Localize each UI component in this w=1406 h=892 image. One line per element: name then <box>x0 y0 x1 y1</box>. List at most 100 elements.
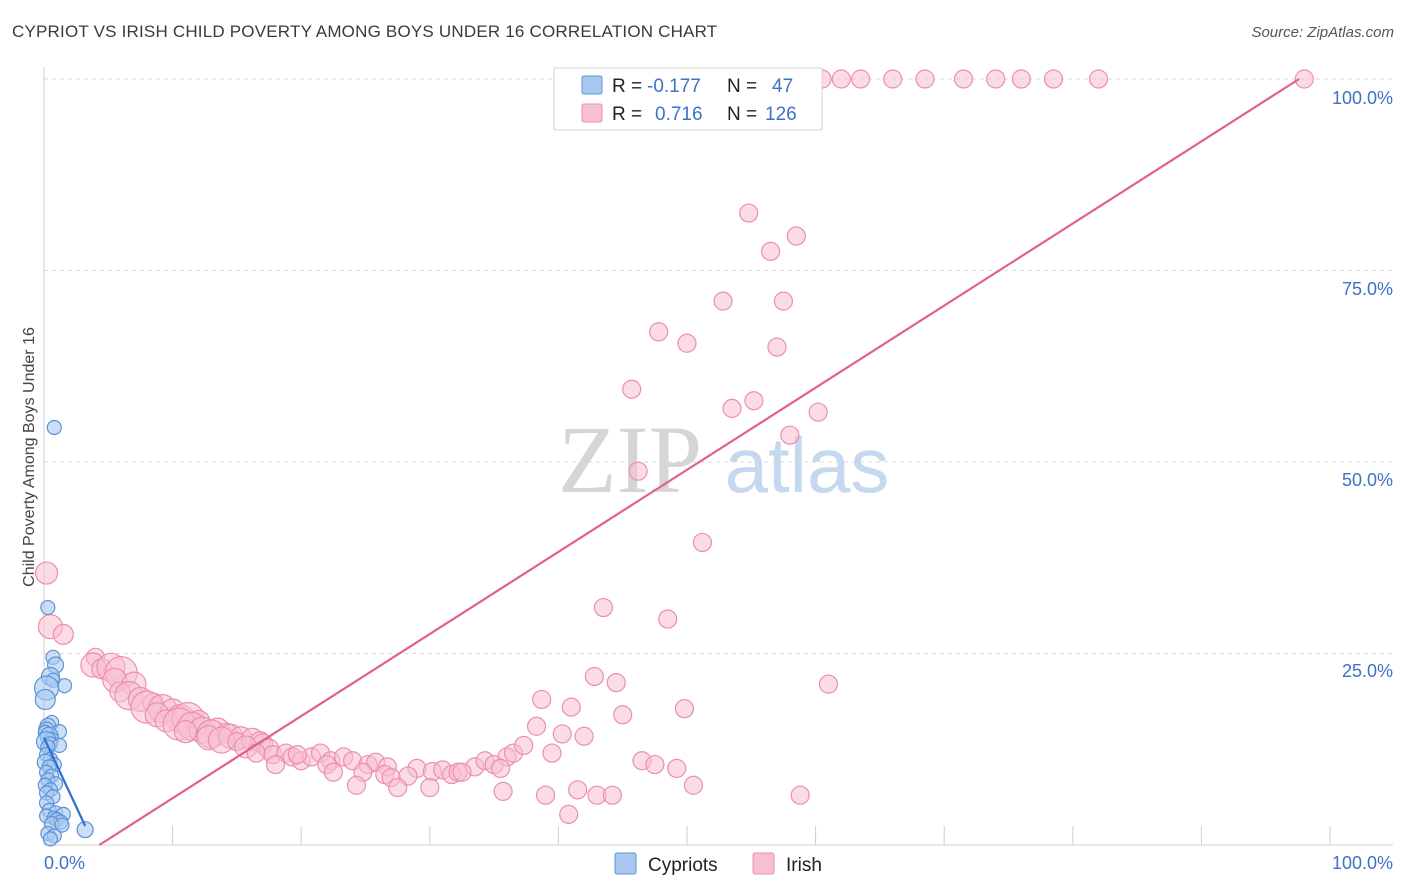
legend-label-irish: Irish <box>786 855 822 876</box>
irish-point <box>767 337 787 357</box>
irish-point <box>986 69 1006 89</box>
irish-point <box>818 674 839 694</box>
irish-point <box>851 69 871 89</box>
irish-point <box>667 758 687 779</box>
irish-point <box>831 69 851 89</box>
stats-swatch-cypriots <box>581 75 603 95</box>
irish-point <box>514 735 534 756</box>
source-credit: Source: ZipAtlas.com <box>1251 24 1394 41</box>
irish-point <box>1088 69 1109 89</box>
irish-point <box>574 726 594 746</box>
irish-point <box>1294 69 1314 89</box>
irish-point <box>790 785 810 805</box>
irish-trend-line <box>98 78 1300 846</box>
irish-point <box>780 425 800 445</box>
irish-point <box>568 780 588 800</box>
irish-point <box>346 775 367 795</box>
irish-point <box>683 775 704 795</box>
stats-r-value-irish: 0.716 <box>655 104 703 125</box>
irish-point <box>323 762 343 782</box>
legend-label-cypriots: Cypriots <box>648 855 718 876</box>
legend-swatch-irish <box>752 852 775 875</box>
y-tick-label-50: 50.0% <box>1342 470 1393 490</box>
irish-point <box>552 724 572 744</box>
y-tick-label-75: 75.0% <box>1342 279 1393 299</box>
irish-point <box>561 697 581 717</box>
stats-swatch-irish <box>581 103 603 123</box>
trend-lines <box>43 78 1300 846</box>
stats-r-label-irish: R = <box>612 104 642 125</box>
stats-legend: R = -0.177 N = 47 R = 0.716 N = 126 <box>553 67 823 131</box>
cypriot-point <box>46 419 62 436</box>
irish-point <box>265 754 286 775</box>
irish-point <box>883 69 903 89</box>
irish-point <box>52 623 74 645</box>
y-tick-label-25: 25.0% <box>1342 661 1393 681</box>
irish-point <box>645 754 665 775</box>
irish-point <box>808 402 828 422</box>
irish-point <box>744 391 764 411</box>
irish-point <box>739 203 759 223</box>
cypriot-point <box>76 821 94 839</box>
irish-point <box>953 69 974 89</box>
irish-point <box>493 781 513 801</box>
irish-point <box>173 720 198 744</box>
irish-point <box>760 241 781 261</box>
irish-point <box>490 758 511 779</box>
irish-point <box>526 716 547 736</box>
series-legend: Cypriots Irish <box>614 852 822 876</box>
cypriot-point <box>34 688 56 711</box>
irish-point <box>658 609 678 629</box>
stats-r-label-cypriots: R = <box>612 76 642 97</box>
cypriot-point <box>42 831 59 847</box>
irish-point <box>722 398 742 418</box>
legend-swatch-cypriots <box>614 852 637 875</box>
irish-point <box>584 666 605 687</box>
irish-point <box>677 333 697 353</box>
x-tick-label-100: 100.0% <box>1332 853 1393 873</box>
gridlines <box>44 78 1393 654</box>
irish-point <box>287 745 307 765</box>
irish-point <box>532 689 552 710</box>
irish-point <box>613 705 633 725</box>
irish-point <box>602 785 623 805</box>
irish-point <box>1011 69 1031 89</box>
y-axis-label: Child Poverty Among Boys Under 16 <box>21 327 38 587</box>
axes <box>43 67 1393 846</box>
irish-point <box>773 291 794 311</box>
irish-point <box>649 322 669 342</box>
irish-point <box>535 785 556 805</box>
irish-point <box>559 804 579 824</box>
irish-point <box>34 561 59 585</box>
irish-point <box>1043 69 1064 89</box>
irish-point <box>628 461 648 481</box>
x-tick-label-0: 0.0% <box>44 853 85 873</box>
irish-point <box>786 226 806 246</box>
y-tick-label-100: 100.0% <box>1332 88 1393 108</box>
irish-point <box>388 777 408 798</box>
stats-r-value-cypriots: -0.177 <box>647 76 701 97</box>
cypriot-point <box>54 817 70 833</box>
cypriot-point <box>40 599 56 616</box>
stats-n-label-irish: N = <box>727 104 757 125</box>
irish-point <box>674 699 695 719</box>
irish-point <box>692 532 713 553</box>
irish-point <box>713 291 733 311</box>
cypriot-trend-line <box>43 737 87 827</box>
cypriot-point <box>56 678 73 694</box>
stats-n-value-cypriots: 47 <box>772 76 793 97</box>
irish-point <box>915 69 935 89</box>
irish-point <box>420 777 440 798</box>
stats-n-value-irish: 126 <box>765 104 797 125</box>
irish-point <box>622 379 642 399</box>
watermark-atlas: atlas <box>725 421 890 509</box>
chart-title: CYPRIOT VS IRISH CHILD POVERTY AMONG BOY… <box>12 22 718 41</box>
watermark-zip: ZIP <box>558 406 702 513</box>
irish-point <box>452 762 472 782</box>
stats-n-label-cypriots: N = <box>727 76 757 97</box>
irish-point <box>246 743 266 763</box>
irish-point <box>593 597 614 618</box>
irish-point <box>606 673 626 693</box>
irish-point <box>542 743 562 763</box>
